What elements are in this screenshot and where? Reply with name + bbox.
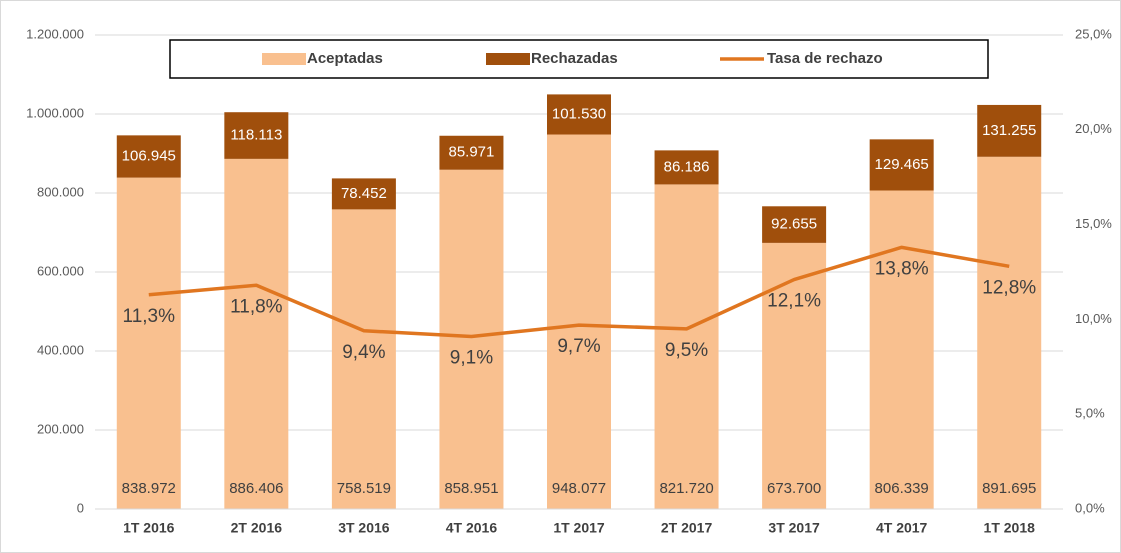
line-value-label: 12,1% bbox=[767, 291, 821, 312]
y2-tick-label: 15,0% bbox=[1075, 216, 1112, 231]
y-tick-label: 400.000 bbox=[37, 342, 84, 357]
y2-tick-label: 20,0% bbox=[1075, 121, 1112, 136]
bar-segment bbox=[116, 177, 181, 509]
bar-value-label: 806.339 bbox=[875, 480, 929, 497]
line-value-label: 9,4% bbox=[342, 342, 385, 363]
bar-value-label: 101.530 bbox=[552, 105, 606, 122]
legend-box bbox=[169, 39, 989, 79]
bar-segment bbox=[869, 139, 934, 191]
bar-segment bbox=[439, 169, 504, 509]
y-tick-label: 800.000 bbox=[37, 184, 84, 199]
legend-label: Rechazadas bbox=[531, 50, 618, 67]
bar-value-label: 673.700 bbox=[767, 480, 821, 497]
line-value-label: 9,5% bbox=[665, 340, 708, 361]
bar-value-label: 78.452 bbox=[341, 185, 387, 202]
bar-segment bbox=[331, 209, 396, 509]
line-value-label: 11,8% bbox=[230, 296, 283, 317]
x-tick-label: 3T 2016 bbox=[338, 520, 390, 536]
bar-value-label: 118.113 bbox=[230, 127, 282, 144]
bar-segment bbox=[224, 112, 289, 159]
legend-label: Aceptadas bbox=[307, 50, 383, 67]
line-value-label: 9,1% bbox=[450, 347, 493, 368]
bar-segment bbox=[331, 178, 396, 210]
bar-value-label: 948.077 bbox=[552, 480, 606, 497]
bar-segment bbox=[116, 135, 181, 178]
bar-segment bbox=[869, 190, 934, 509]
legend-label: Tasa de rechazo bbox=[767, 50, 883, 67]
bar-value-label: 131.255 bbox=[982, 122, 1036, 139]
bar-value-label: 838.972 bbox=[122, 480, 176, 497]
x-tick-label: 1T 2018 bbox=[984, 520, 1036, 536]
y-tick-label: 200.000 bbox=[37, 421, 84, 436]
line-value-label: 9,7% bbox=[557, 336, 600, 357]
legend-swatch bbox=[262, 53, 306, 65]
bar-value-label: 758.519 bbox=[337, 480, 391, 497]
x-tick-label: 2T 2017 bbox=[661, 520, 713, 536]
bar-value-label: 821.720 bbox=[659, 480, 713, 497]
y2-tick-label: 25,0% bbox=[1075, 26, 1112, 41]
bar-segment bbox=[547, 134, 611, 509]
line-series bbox=[148, 245, 1010, 339]
bar-value-label: 129.465 bbox=[875, 156, 929, 173]
y-tick-label: 1.200.000 bbox=[26, 26, 84, 41]
bar-segment bbox=[762, 206, 827, 243]
bar-segment bbox=[977, 104, 1042, 157]
x-tick-label: 4T 2017 bbox=[876, 520, 928, 536]
bar-value-label: 886.406 bbox=[229, 480, 283, 497]
legend-swatch bbox=[486, 53, 530, 65]
bar-segment bbox=[439, 135, 504, 170]
y-tick-label: 1.000.000 bbox=[26, 105, 84, 120]
y-tick-label: 600.000 bbox=[37, 263, 84, 278]
line-value-label: 11,3% bbox=[123, 306, 176, 327]
bar-value-label: 85.971 bbox=[448, 144, 494, 161]
bar-value-label: 106.945 bbox=[122, 147, 176, 164]
bar-segment bbox=[977, 156, 1042, 510]
y2-tick-label: 0,0% bbox=[1075, 500, 1105, 515]
x-tick-label: 4T 2016 bbox=[446, 520, 498, 536]
bar-value-label: 858.951 bbox=[444, 480, 498, 497]
line-value-label: 13,8% bbox=[875, 258, 929, 279]
y2-tick-label: 5,0% bbox=[1075, 406, 1105, 421]
line-value-label: 12,8% bbox=[982, 277, 1036, 298]
bar-segment bbox=[224, 158, 289, 509]
x-tick-label: 1T 2016 bbox=[123, 520, 175, 536]
bar-value-label: 92.655 bbox=[771, 216, 817, 233]
bar-value-label: 891.695 bbox=[982, 480, 1036, 497]
bar-segment bbox=[654, 184, 719, 509]
bar-value-label: 86.186 bbox=[664, 158, 710, 175]
x-tick-label: 1T 2017 bbox=[553, 520, 605, 536]
bar-segment bbox=[547, 94, 611, 135]
bar-segment bbox=[762, 242, 827, 510]
bar-segment bbox=[654, 150, 719, 185]
x-tick-label: 2T 2016 bbox=[231, 520, 283, 536]
x-tick-label: 3T 2017 bbox=[768, 520, 820, 536]
y-tick-label: 0 bbox=[77, 500, 84, 515]
y2-tick-label: 10,0% bbox=[1075, 311, 1112, 326]
